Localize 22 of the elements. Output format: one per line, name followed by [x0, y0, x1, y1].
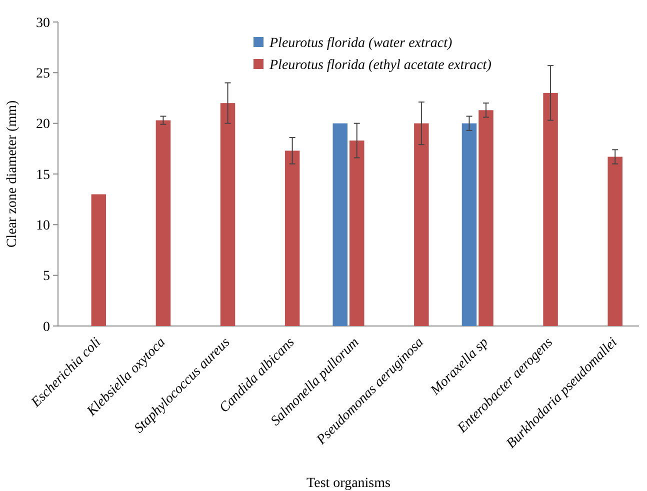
y-tick-label: 10: [36, 218, 50, 234]
y-tick-label: 0: [43, 320, 50, 335]
bar: [608, 156, 622, 326]
y-tick-label: 25: [36, 66, 50, 82]
y-tick-label: 30: [36, 16, 50, 31]
legend-label: Pleurotus florida (water extract): [268, 36, 452, 51]
bar: [220, 103, 236, 326]
bar: [478, 110, 494, 326]
bar: [543, 92, 558, 326]
legend-label: Pleurotus florida (ethyl acetate extract): [268, 58, 492, 73]
y-tick-label: 5: [43, 269, 50, 284]
bar: [156, 120, 171, 326]
bar: [284, 150, 300, 326]
bar: [462, 123, 477, 326]
y-axis-title: Clear zone diameter (mm): [5, 100, 20, 248]
y-tick-label: 20: [36, 117, 50, 132]
bar: [414, 123, 429, 326]
y-tick-label: 15: [36, 168, 50, 183]
x-axis-title: Test organisms: [306, 476, 390, 491]
bar: [332, 123, 348, 326]
bar: [91, 194, 106, 326]
bar: [350, 140, 364, 326]
